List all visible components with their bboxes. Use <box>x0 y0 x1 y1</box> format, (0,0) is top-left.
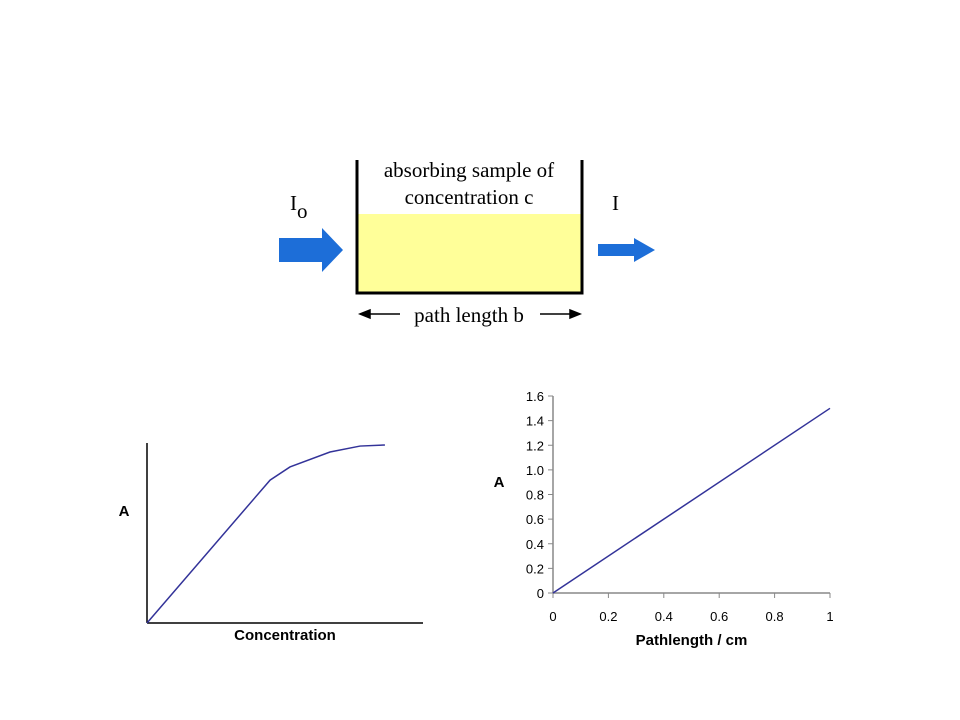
data-line <box>146 444 385 624</box>
x-tick-label: 0.4 <box>655 609 673 624</box>
y-tick-label: 1.4 <box>526 414 544 429</box>
x-tick-label: 0 <box>549 609 556 624</box>
path-arrows <box>357 308 583 320</box>
x-axis-label: Pathlength / cm <box>636 632 748 649</box>
transmitted-arrow <box>598 238 655 262</box>
y-axis-label: A <box>494 474 505 491</box>
x-tick-label: 0.2 <box>599 609 617 624</box>
incident-subscript: o <box>297 199 308 223</box>
y-tick-label: 0 <box>537 586 544 601</box>
x-tick-label: 0.8 <box>766 609 784 624</box>
incident-label: Io <box>290 191 308 223</box>
y-tick-label: 0.4 <box>526 537 544 552</box>
incident-symbol: I <box>290 191 297 215</box>
data-line <box>552 407 831 594</box>
y-tick-label: 0.2 <box>526 561 544 576</box>
cuvette <box>355 160 584 295</box>
x-axis-label: Concentration <box>234 627 336 644</box>
sample-label: absorbing sample of <box>384 158 554 182</box>
y-tick-label: 0.6 <box>526 512 544 527</box>
sample-label: concentration c <box>405 185 534 209</box>
path-label: path length b <box>414 303 524 327</box>
y-tick-label: 1.0 <box>526 463 544 478</box>
x-tick-label: 1 <box>826 609 833 624</box>
transmitted-label: I <box>612 191 619 215</box>
y-tick-label: 0.8 <box>526 488 544 503</box>
sample-fill <box>358 214 582 293</box>
y-tick-label: 1.2 <box>526 438 544 453</box>
x-tick-label: 0.6 <box>710 609 728 624</box>
y-axis-label: A <box>119 503 130 520</box>
incident-arrow <box>279 228 343 272</box>
y-tick-label: 1.6 <box>526 389 544 404</box>
